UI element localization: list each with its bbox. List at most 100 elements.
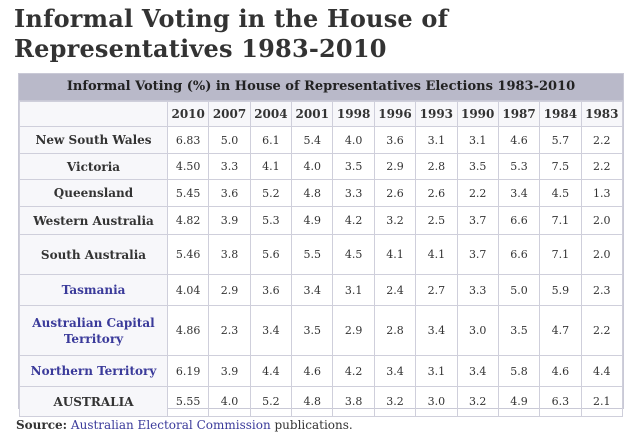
table-cell: 2.3 (208, 305, 251, 356)
table-cell: 2.0 (580, 234, 624, 275)
year-header: 1983 (580, 101, 624, 127)
table-cell: 5.5 (291, 234, 334, 275)
table-cell: 6.83 (166, 126, 210, 154)
table-cell: 2.4 (373, 274, 417, 306)
table-cell: 6.1 (249, 126, 293, 154)
source-note: Source: Australian Electoral Commission … (16, 418, 353, 432)
source-suffix: publications. (270, 418, 353, 432)
table-row: New South Wales 6.83 5.0 6.1 5.4 4.0 3.6 3.1 3.1… (19, 126, 624, 154)
table-cell: 6.6 (497, 234, 541, 275)
table-cell: 2.9 (208, 274, 251, 306)
table-cell: 5.45 (166, 179, 210, 207)
table-cell: 3.9 (208, 206, 251, 235)
table-row: Tasmania 4.04 2.9 3.6 3.4 3.1 2.4 2.7 3.3 5.0 5.9 2… (19, 274, 624, 306)
table-cell: 4.04 (166, 274, 210, 306)
table-cell: 3.1 (332, 274, 375, 306)
table-cell: 3.8 (208, 234, 251, 275)
table-cell: 3.4 (497, 179, 541, 207)
table-cell: 5.9 (539, 274, 582, 306)
state-link[interactable]: Australian Capital Territory (19, 305, 168, 356)
table-cell: 4.82 (166, 206, 210, 235)
table-cell: 3.9 (208, 355, 251, 387)
table-cell: 3.1 (415, 355, 458, 387)
state-link[interactable]: Northern Territory (19, 355, 168, 387)
table-cell: 4.9 (497, 386, 541, 417)
table-cell: 4.1 (249, 153, 293, 180)
data-table: 2010 2007 2004 2001 1998 1996 1993 1990 1987 1984… (19, 101, 624, 417)
table-cell: 4.1 (373, 234, 417, 275)
table-cell: 5.2 (249, 179, 293, 207)
table-cell: 4.7 (539, 305, 582, 356)
table-row: AUSTRALIA 5.55 4.0 5.2 4.8 3.8 3.2 3.0 3.2 4.9 6.3… (19, 386, 624, 417)
table-cell: 2.1 (580, 386, 624, 417)
table-cell: 3.5 (497, 305, 541, 356)
table-cell: 4.5 (539, 179, 582, 207)
source-label: Source: (16, 418, 68, 432)
table-cell: 6.6 (497, 206, 541, 235)
table-row: Victoria 4.50 3.3 4.1 4.0 3.5 2.9 2.8 3.5 5.3 7.5 2… (19, 153, 624, 180)
table-cell: 4.4 (249, 355, 293, 387)
table-cell: 2.5 (415, 206, 458, 235)
table-row: Northern Territory 6.19 3.9 4.4 4.6 4.2 3.4 3.1… (19, 355, 624, 387)
table-cell: 3.1 (415, 126, 458, 154)
table-cell: 5.6 (249, 234, 293, 275)
table-cell: 3.1 (456, 126, 499, 154)
table-cell: 2.2 (580, 126, 624, 154)
table-cell: 4.2 (332, 355, 375, 387)
year-header: 2007 (208, 101, 251, 127)
table-row: Australian Capital Territory 4.86 2.3 3.4 3.… (19, 305, 624, 356)
year-header: 1993 (415, 101, 458, 127)
table-cell: 3.7 (456, 234, 499, 275)
table-cell: 2.2 (580, 305, 624, 356)
state-label: South Australia (19, 234, 168, 275)
table-cell: 2.0 (580, 206, 624, 235)
table-cell: 2.9 (332, 305, 375, 356)
table-cell: 4.8 (291, 386, 334, 417)
table-cell: 5.8 (497, 355, 541, 387)
table-cell: 2.2 (456, 179, 499, 207)
table-cell: 2.2 (580, 153, 624, 180)
state-label: New South Wales (19, 126, 168, 154)
table-cell: 5.3 (249, 206, 293, 235)
table-cell: 4.6 (291, 355, 334, 387)
table-cell: 5.7 (539, 126, 582, 154)
table-cell: 1.3 (580, 179, 624, 207)
state-link[interactable]: Tasmania (19, 274, 168, 306)
state-label: Western Australia (19, 206, 168, 235)
state-label: Victoria (19, 153, 168, 180)
table-cell: 5.0 (497, 274, 541, 306)
table-cell: 5.4 (291, 126, 334, 154)
table-cell: 4.6 (497, 126, 541, 154)
year-header: 1996 (373, 101, 417, 127)
table-cell: 3.3 (456, 274, 499, 306)
table-cell: 2.9 (373, 153, 417, 180)
table-cell: 3.4 (291, 274, 334, 306)
table-cell: 2.3 (580, 274, 624, 306)
year-header: 2010 (166, 101, 210, 127)
table-cell: 3.4 (456, 355, 499, 387)
table-cell: 4.2 (332, 206, 375, 235)
table-row: Western Australia 4.82 3.9 5.3 4.9 4.2 3.2 2.5 3… (19, 206, 624, 235)
table-cell: 3.4 (249, 305, 293, 356)
table-cell: 4.8 (291, 179, 334, 207)
table-row: South Australia 5.46 3.8 5.6 5.5 4.5 4.1 4.1 3.7… (19, 234, 624, 275)
table-cell: 4.4 (580, 355, 624, 387)
table-cell: 2.8 (415, 153, 458, 180)
year-header: 1984 (539, 101, 582, 127)
table-cell: 3.5 (291, 305, 334, 356)
year-header: 2004 (249, 101, 293, 127)
header-row: 2010 2007 2004 2001 1998 1996 1993 1990 1987 1984… (19, 101, 624, 127)
table-cell: 7.1 (539, 234, 582, 275)
table-cell: 4.6 (539, 355, 582, 387)
table-cell: 5.2 (249, 386, 293, 417)
table-cell: 7.5 (539, 153, 582, 180)
table-cell: 4.0 (208, 386, 251, 417)
table-cell: 4.50 (166, 153, 210, 180)
table-cell: 5.46 (166, 234, 210, 275)
table-cell: 3.6 (373, 126, 417, 154)
table-cell: 4.5 (332, 234, 375, 275)
table-cell: 3.4 (373, 355, 417, 387)
table-cell: 6.19 (166, 355, 210, 387)
table-cell: 7.1 (539, 206, 582, 235)
source-link[interactable]: Australian Electoral Commission (70, 418, 271, 432)
